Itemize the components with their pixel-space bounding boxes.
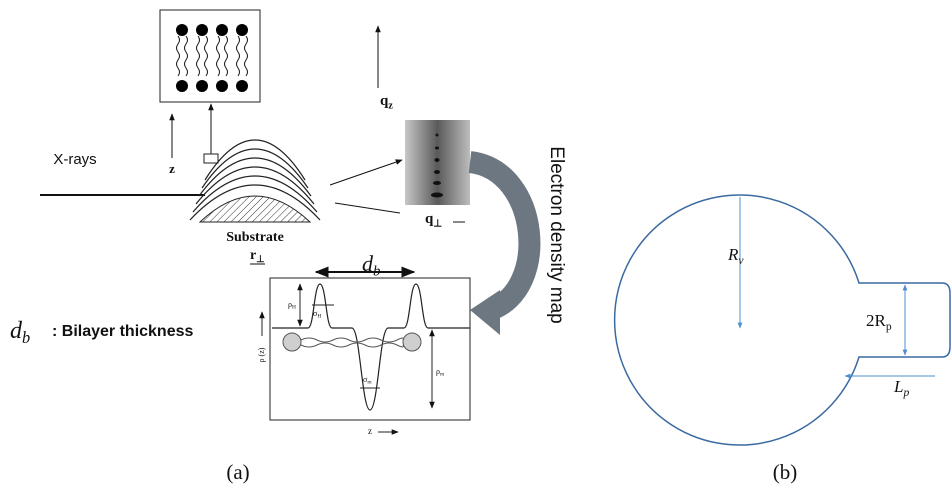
headgroup-left [283,333,301,351]
reflected-beam [330,160,402,185]
label-subscript: v [738,254,744,267]
label-subscript: b [22,328,30,347]
z-label: z [169,161,175,176]
label-main: R [727,245,739,264]
headgroup-right [403,333,421,351]
label-subscript: ⊥ [433,219,442,230]
diffraction-image [405,120,470,205]
rho-z-label: ρ (z) [257,347,266,362]
xray-label: X-rays [53,151,96,168]
rperp-label: r⊥ [250,248,265,265]
db-label: db [362,251,381,280]
plot-x-label: z [368,426,372,436]
rv-label: Rv [727,245,744,267]
panel-b: Rv 2Rp Lp (b) [615,195,950,484]
panel-a: z X-rays Substrate qz q⊥ Electron densit… [10,10,567,484]
substrate [200,196,310,222]
label-subscript: p [886,320,892,333]
legend-symbol: db [10,318,30,347]
qz-label: qz [380,93,393,111]
label-subscript: p [902,386,909,399]
label-subscript: H [317,314,321,320]
legend-text: : Bilayer thickness [52,323,194,340]
label-main: 2R [866,311,887,330]
qperp-label: q⊥ [425,211,442,229]
transform-arrow [470,162,529,310]
label-main: L [893,377,903,396]
transform-arrow-head [470,290,500,335]
vesicle-outline [615,195,950,445]
figure: z X-rays Substrate qz q⊥ Electron densit… [0,0,952,490]
lp-label: Lp [893,377,909,399]
transform-label: Electron density map [546,146,567,323]
label-subscript: z [388,101,393,112]
transmitted-beam [335,203,400,213]
rp-label: 2Rp [866,311,892,333]
caption-b: (b) [773,460,798,484]
substrate-label: Substrate [226,230,284,245]
caption-a: (a) [226,460,249,484]
sample-region [204,154,218,163]
label-subscript: H [292,305,296,311]
